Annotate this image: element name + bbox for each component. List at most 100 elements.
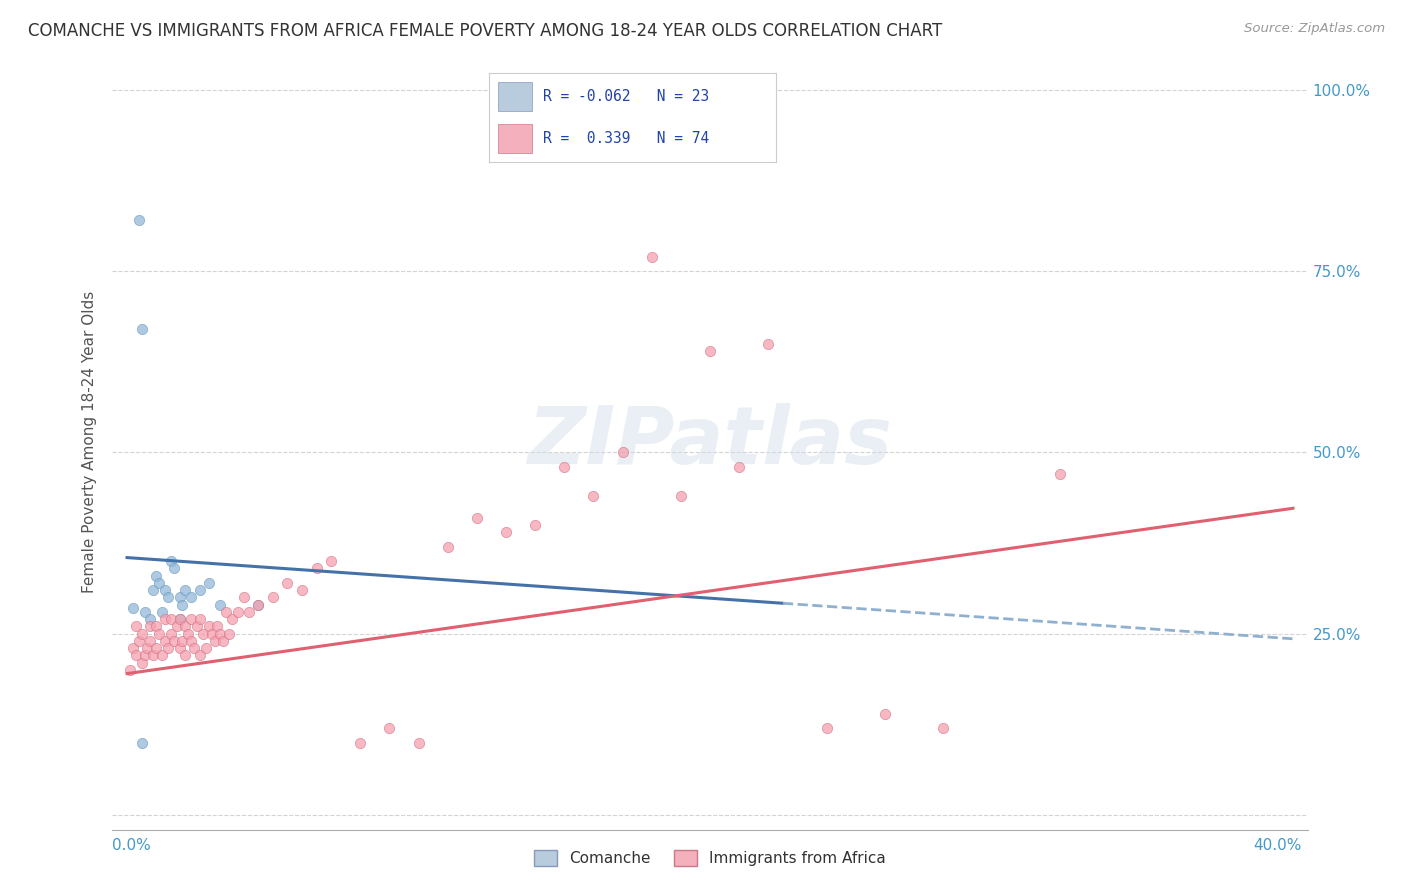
Point: [209, 598, 232, 612]
Point: [174, 619, 197, 633]
Point: [699, 343, 721, 358]
Point: [932, 721, 955, 735]
Point: [139, 619, 162, 633]
Point: [142, 648, 165, 663]
Point: [139, 612, 162, 626]
Point: [145, 619, 167, 633]
Point: [180, 612, 202, 626]
Point: [153, 583, 176, 598]
Point: [125, 648, 148, 663]
Point: [166, 619, 188, 633]
Point: [197, 619, 219, 633]
Point: [156, 641, 179, 656]
Point: [204, 634, 226, 648]
Point: [238, 605, 260, 619]
Point: [349, 735, 371, 749]
Point: [262, 591, 284, 605]
Point: [319, 554, 342, 568]
Point: [139, 634, 162, 648]
Point: [408, 735, 430, 749]
Text: COMANCHE VS IMMIGRANTS FROM AFRICA FEMALE POVERTY AMONG 18-24 YEAR OLDS CORRELAT: COMANCHE VS IMMIGRANTS FROM AFRICA FEMAL…: [28, 22, 942, 40]
Point: [180, 591, 202, 605]
Point: [172, 598, 194, 612]
Point: [669, 489, 692, 503]
Point: [150, 648, 173, 663]
Point: [186, 619, 208, 633]
Point: [145, 641, 167, 656]
Point: [191, 626, 214, 640]
Point: [159, 612, 181, 626]
Point: [131, 656, 153, 670]
Point: [148, 626, 170, 640]
Point: [177, 626, 200, 640]
Point: [150, 605, 173, 619]
Point: [524, 518, 547, 533]
Point: [612, 445, 634, 459]
Point: [188, 648, 211, 663]
Point: [553, 459, 575, 474]
Point: [209, 626, 232, 640]
Point: [221, 612, 243, 626]
Point: [122, 641, 145, 656]
Point: [212, 634, 235, 648]
Point: [169, 591, 191, 605]
Point: [131, 735, 153, 749]
Point: [118, 663, 141, 677]
Point: [153, 634, 176, 648]
Legend: Comanche, Immigrants from Africa: Comanche, Immigrants from Africa: [529, 844, 891, 872]
Point: [194, 641, 217, 656]
Point: [180, 634, 202, 648]
Point: [134, 605, 156, 619]
Text: ZIPatlas: ZIPatlas: [527, 402, 893, 481]
Point: [159, 626, 181, 640]
Text: 40.0%: 40.0%: [1253, 838, 1302, 854]
Text: Source: ZipAtlas.com: Source: ZipAtlas.com: [1244, 22, 1385, 36]
Point: [156, 591, 179, 605]
Point: [172, 634, 194, 648]
Point: [174, 648, 197, 663]
Point: [436, 540, 458, 554]
Point: [183, 641, 205, 656]
Point: [207, 619, 229, 633]
Point: [148, 576, 170, 591]
Point: [136, 641, 159, 656]
Point: [756, 336, 779, 351]
Point: [159, 554, 181, 568]
Point: [247, 598, 270, 612]
Point: [378, 721, 401, 735]
Point: [142, 583, 165, 598]
Point: [122, 601, 145, 615]
Point: [247, 598, 270, 612]
Point: [232, 591, 254, 605]
Point: [163, 634, 186, 648]
Point: [728, 459, 751, 474]
Point: [125, 619, 148, 633]
Point: [291, 583, 314, 598]
Point: [169, 612, 191, 626]
Point: [169, 641, 191, 656]
Point: [200, 626, 222, 640]
Point: [188, 583, 211, 598]
Point: [226, 605, 249, 619]
Point: [134, 648, 156, 663]
Point: [495, 525, 517, 540]
Point: [145, 568, 167, 582]
Point: [188, 612, 211, 626]
Point: [582, 489, 605, 503]
Point: [163, 561, 186, 575]
Point: [197, 576, 219, 591]
Point: [174, 583, 197, 598]
Point: [131, 322, 153, 336]
Point: [276, 576, 298, 591]
Point: [1049, 467, 1071, 482]
Point: [153, 612, 176, 626]
Point: [215, 605, 238, 619]
Point: [128, 213, 150, 227]
Point: [305, 561, 328, 575]
Point: [131, 626, 153, 640]
Point: [218, 626, 240, 640]
Point: [815, 721, 838, 735]
Point: [465, 510, 488, 524]
Y-axis label: Female Poverty Among 18-24 Year Olds: Female Poverty Among 18-24 Year Olds: [82, 291, 97, 592]
Point: [873, 706, 896, 721]
